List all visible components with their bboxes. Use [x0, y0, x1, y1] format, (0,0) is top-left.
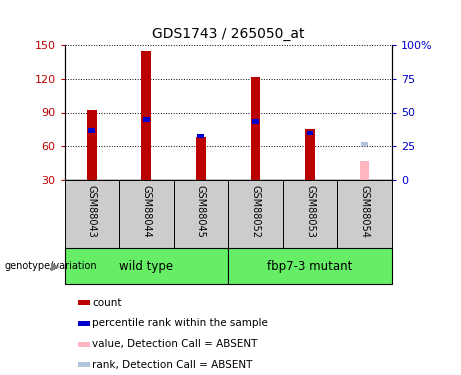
Bar [89, 128, 95, 133]
Title: GDS1743 / 265050_at: GDS1743 / 265050_at [152, 27, 304, 41]
Bar [65, 180, 119, 248]
Text: ▶: ▶ [51, 261, 59, 271]
Bar [252, 119, 259, 124]
Text: percentile rank within the sample: percentile rank within the sample [92, 318, 268, 328]
Text: GSM88053: GSM88053 [305, 185, 315, 238]
Bar [77, 342, 90, 346]
Bar [305, 129, 315, 180]
Text: value, Detection Call = ABSENT: value, Detection Call = ABSENT [92, 339, 258, 349]
Bar [307, 130, 313, 135]
Text: GSM88043: GSM88043 [87, 185, 97, 238]
Text: rank, Detection Call = ABSENT: rank, Detection Call = ABSENT [92, 360, 253, 370]
Text: count: count [92, 298, 122, 308]
Bar [142, 51, 151, 180]
Bar [143, 117, 150, 122]
Bar [174, 180, 228, 248]
Bar [228, 248, 392, 284]
Bar [119, 180, 174, 248]
Bar [65, 248, 228, 284]
Text: wild type: wild type [119, 260, 173, 273]
Bar [251, 76, 260, 180]
Text: GSM88052: GSM88052 [250, 185, 260, 238]
Bar [196, 137, 206, 180]
Bar [87, 110, 97, 180]
Bar [360, 161, 369, 180]
Bar [228, 180, 283, 248]
Bar [77, 362, 90, 367]
Text: GSM88044: GSM88044 [142, 185, 151, 238]
Bar [77, 321, 90, 326]
Bar [337, 180, 392, 248]
Bar [361, 142, 368, 146]
Text: fbp7-3 mutant: fbp7-3 mutant [267, 260, 353, 273]
Bar [283, 180, 337, 248]
Text: genotype/variation: genotype/variation [5, 261, 97, 271]
Bar [77, 300, 90, 305]
Bar [197, 134, 204, 138]
Text: GSM88054: GSM88054 [360, 185, 370, 238]
Text: GSM88045: GSM88045 [196, 185, 206, 238]
